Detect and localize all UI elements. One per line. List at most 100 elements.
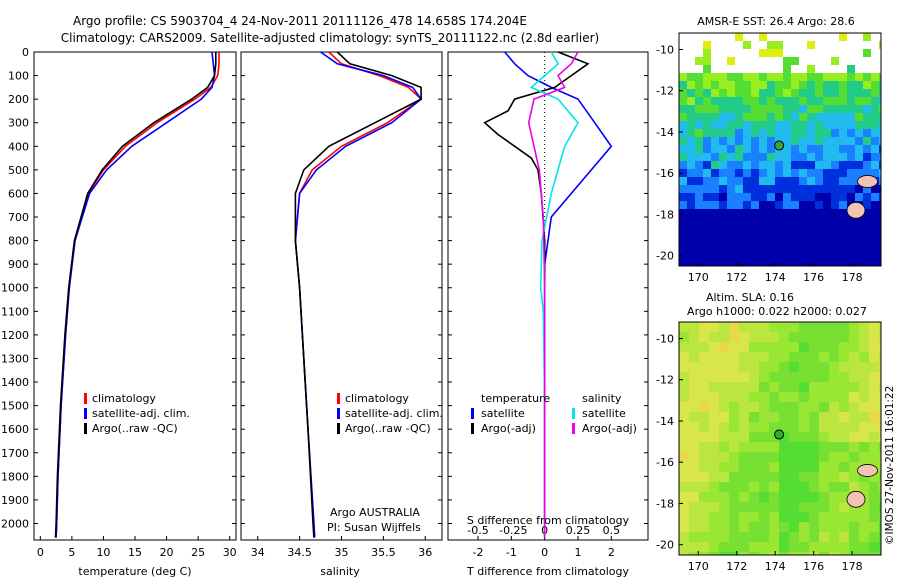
map-cell (729, 332, 739, 342)
map-cell (767, 137, 775, 145)
map-y-tick-label: -14 (656, 126, 674, 139)
map-cell (703, 193, 711, 201)
y-tick-label: 1700 (1, 447, 29, 460)
map-cell (759, 522, 769, 532)
title-line1: Argo profile: CS 5903704_4 24-Nov-2011 2… (73, 14, 527, 28)
map-cell (735, 145, 743, 153)
legend-swatch-argo (337, 423, 340, 434)
map-cell (879, 372, 881, 382)
map-cell (871, 169, 879, 177)
map-cell (849, 552, 859, 555)
map-cell (783, 57, 791, 65)
map-cell (823, 249, 831, 257)
map-cell (749, 492, 759, 502)
map-cell (759, 121, 767, 129)
map-cell (719, 137, 727, 145)
map-cell (759, 392, 769, 402)
map-cell (791, 249, 799, 257)
map-cell (779, 392, 789, 402)
map-cell (719, 89, 727, 97)
map-cell (703, 73, 711, 81)
map-cell (863, 105, 871, 113)
map-cell (815, 257, 823, 265)
map-cell (829, 342, 839, 352)
map-cell (849, 522, 859, 532)
map-cell (799, 512, 809, 522)
x-tick-label: 10 (96, 546, 110, 559)
map-y-tick-label: -18 (656, 497, 674, 510)
map-cell (687, 217, 695, 225)
map-cell (839, 249, 847, 257)
map-cell (739, 362, 749, 372)
map-cell (831, 249, 839, 257)
map-cell (829, 372, 839, 382)
map-cell (729, 452, 739, 462)
map-cell (759, 422, 769, 432)
map-cell (739, 382, 749, 392)
map-cell (767, 49, 775, 57)
map-cell (769, 342, 779, 352)
map-cell (739, 332, 749, 342)
map-cell (829, 502, 839, 512)
map-cell (879, 153, 881, 161)
map-cell (791, 121, 799, 129)
map-cell (695, 89, 703, 97)
map-cell (869, 552, 879, 555)
map-cell (769, 492, 779, 502)
map-cell (775, 177, 783, 185)
y-tick-label: 1400 (1, 376, 29, 389)
map-cell (687, 73, 695, 81)
map-cell (719, 342, 729, 352)
map-cell (799, 412, 809, 422)
map-cell (839, 322, 849, 332)
map-cell (779, 462, 789, 472)
map-cell (847, 97, 855, 105)
map-cell (727, 233, 735, 241)
map-cell (767, 121, 775, 129)
map-cell (809, 362, 819, 372)
map-cell (783, 177, 791, 185)
map-cell (829, 512, 839, 522)
map-cell (679, 121, 687, 129)
map-cell (799, 233, 807, 241)
map-cell (743, 81, 751, 89)
map-cell (687, 185, 695, 193)
map-cell (689, 352, 699, 362)
map-cell (699, 342, 709, 352)
map-cell (703, 209, 711, 217)
map-cell (829, 462, 839, 472)
map-cell (839, 241, 847, 249)
legend-clim: climatology (92, 392, 156, 405)
map-cell (779, 372, 789, 382)
map-cell (855, 121, 863, 129)
map-cell (695, 249, 703, 257)
map-cell (855, 129, 863, 137)
map-cell (689, 382, 699, 392)
map-cell (871, 193, 879, 201)
map-cell (699, 412, 709, 422)
map-cell (791, 209, 799, 217)
map-cell (863, 81, 871, 89)
map-cell (871, 257, 879, 265)
map-cell (695, 177, 703, 185)
map-cell (703, 41, 711, 49)
legend-swatch-clim (84, 393, 87, 404)
map-cell (699, 322, 709, 332)
map-cell (815, 113, 823, 121)
map-cell (759, 352, 769, 362)
map-cell (799, 372, 809, 382)
map-cell (789, 512, 799, 522)
map-cell (783, 113, 791, 121)
map-cell (729, 322, 739, 332)
map-cell (849, 402, 859, 412)
map-cell (699, 542, 709, 552)
map-cell (863, 169, 871, 177)
map-cell (879, 241, 881, 249)
map-cell (823, 169, 831, 177)
map-cell (751, 185, 759, 193)
map-cell (769, 352, 779, 362)
map-cell (759, 362, 769, 372)
map-cell (799, 542, 809, 552)
map-cell (719, 332, 729, 342)
map-cell (727, 137, 735, 145)
